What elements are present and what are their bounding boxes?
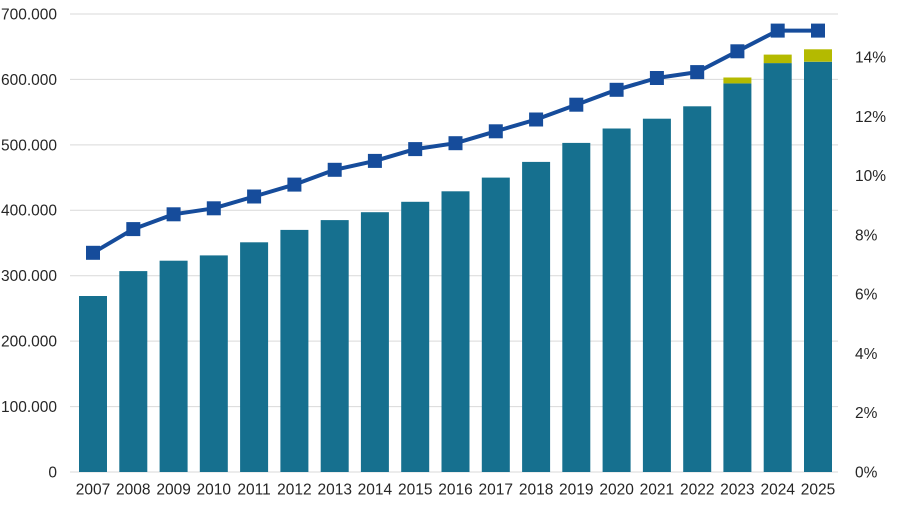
bar-2008 [119,271,148,472]
bar-2024 [763,63,792,472]
bar-2014 [360,212,389,472]
bar-2010 [199,255,228,472]
bar-2016 [441,191,470,473]
line-marker-2010 [206,201,221,216]
line-marker-2017 [488,124,503,139]
x-axis-tick-label: 2021 [640,481,674,498]
left-axis-tick-label: 700.000 [1,6,57,23]
x-axis-tick-label: 2016 [438,481,472,498]
line-marker-2024 [770,23,785,38]
line-marker-2009 [166,207,181,222]
left-axis-tick-label: 200.000 [1,334,57,351]
x-axis-tick-label: 2022 [680,481,714,498]
x-axis-tick-label: 2014 [358,481,393,498]
bar-2021 [642,118,671,472]
line-marker-2018 [529,112,544,127]
line-marker-2021 [649,71,664,85]
x-axis-tick-label: 2009 [156,481,190,498]
x-axis-tick-label: 2023 [720,481,754,498]
right-axis-tick-label: 10% [855,168,886,185]
bar-2011 [240,242,269,472]
left-axis-tick-label: 500.000 [1,137,57,154]
x-axis-tick-label: 2015 [398,481,432,498]
line-marker-2012 [287,177,302,192]
line-marker-2013 [327,162,342,177]
bar-2015 [401,201,430,473]
right-axis-tick-label: 8% [855,227,878,244]
line-marker-2008 [126,222,141,237]
line-marker-2020 [609,82,624,97]
bar-2019 [562,142,591,472]
bar-2007 [79,296,107,472]
x-axis-tick-label: 2007 [76,481,110,498]
line-marker-2014 [367,153,382,168]
x-axis-tick-label: 2019 [559,481,593,498]
line-marker-2023 [730,44,745,59]
x-axis-tick-label: 2025 [801,481,835,498]
line-marker-2015 [408,142,423,157]
right-axis-tick-label: 6% [855,287,878,304]
line-marker-2022 [690,65,705,80]
right-axis-tick-label: 0% [855,464,878,481]
bar-2009 [159,260,188,472]
x-axis-tick-label: 2013 [317,481,351,498]
line-marker-2007 [86,245,100,260]
bar-top-segment-2023 [723,77,752,84]
line-marker-2016 [448,136,463,151]
line-marker-2019 [569,97,584,112]
bar-2018 [522,161,551,472]
x-axis-tick-label: 2008 [116,481,150,498]
left-axis-tick-label: 100.000 [1,399,57,416]
bar-top-segment-2025 [804,49,832,62]
right-axis-tick-label: 12% [855,109,886,126]
right-axis-tick-label: 14% [855,50,886,67]
left-axis-tick-label: 400.000 [1,203,57,220]
bar-2025 [804,61,832,473]
left-axis-tick-label: 600.000 [1,72,57,89]
x-axis-tick-label: 2024 [760,481,795,498]
bar-2012 [280,229,309,472]
x-axis-tick-label: 2020 [599,481,634,498]
x-axis-tick-label: 2018 [519,481,553,498]
bar-2023 [723,83,752,473]
x-axis-tick-label: 2010 [197,481,232,498]
bar-2022 [683,106,712,473]
bar-2020 [602,128,631,472]
bar-2017 [481,177,510,472]
line-marker-2011 [247,189,262,204]
bar-top-segment-2024 [763,54,792,64]
line-marker-2025 [811,23,825,38]
right-axis-tick-label: 2% [855,405,878,422]
left-axis-tick-label: 0 [48,464,57,481]
right-axis-tick-label: 4% [855,346,878,363]
bar-2013 [320,220,349,472]
left-axis-tick-label: 300.000 [1,268,57,285]
x-axis-tick-label: 2012 [277,481,311,498]
x-axis-tick-label: 2017 [479,481,513,498]
x-axis-tick-label: 2011 [237,481,270,498]
